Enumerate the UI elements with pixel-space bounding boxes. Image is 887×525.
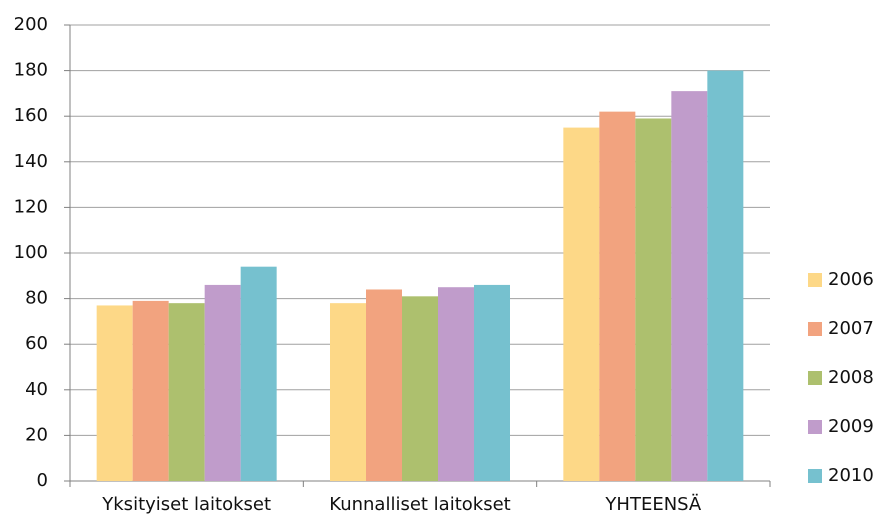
legend-swatch [808,371,822,385]
y-tick-label: 200 [14,14,48,35]
legend-label: 2007 [828,318,874,339]
bar [563,127,600,481]
bar [168,303,205,481]
legend-label: 2010 [828,465,874,486]
legend-swatch [808,273,822,287]
bar [474,284,510,481]
y-tick-label: 120 [14,196,48,217]
y-tick-label: 180 [14,60,48,81]
bar [366,289,402,481]
y-tick-label: 80 [25,288,48,309]
bar [132,300,169,481]
x-tick-label: YHTEENSÄ [604,494,701,515]
y-tick-label: 160 [14,105,48,126]
x-tick-label: Yksityiset laitokset [101,494,271,515]
y-tick-label: 140 [14,151,48,172]
y-tick-label: 60 [25,333,48,354]
legend-label: 2008 [828,367,874,388]
x-tick-label: Kunnalliset laitokset [329,494,510,515]
bar [635,118,672,481]
y-tick-label: 40 [25,379,48,400]
bar [240,266,277,481]
y-tick-label: 0 [37,470,48,491]
y-tick-label: 20 [25,424,48,445]
y-tick-label: 100 [14,242,48,263]
bar [707,70,744,481]
bar [671,91,708,482]
bar [96,305,133,481]
bar [599,111,636,481]
bar [330,303,366,481]
legend-swatch [808,322,822,336]
legend-swatch [808,420,822,434]
legend-label: 2006 [828,269,874,290]
bar [402,296,438,481]
legend-swatch [808,469,822,483]
bar [438,287,474,481]
bar [204,284,241,481]
legend-label: 2009 [828,416,874,437]
